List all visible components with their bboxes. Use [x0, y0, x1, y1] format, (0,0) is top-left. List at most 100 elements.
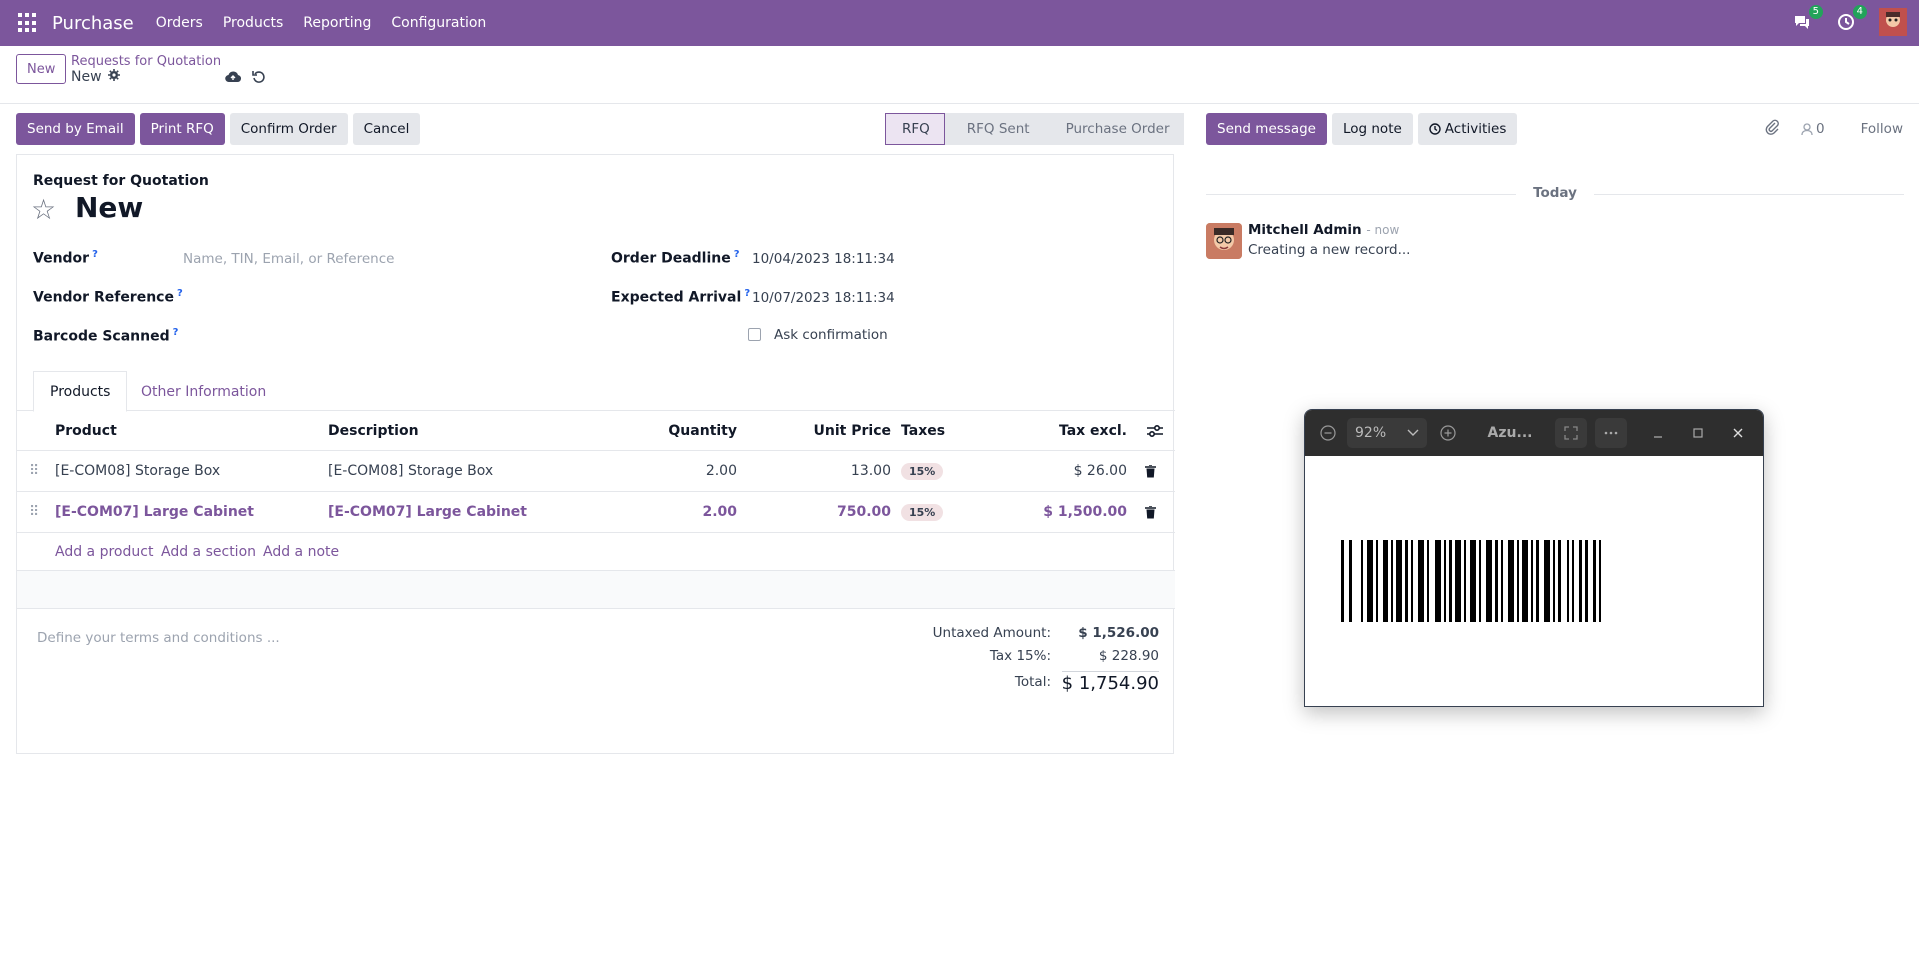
- barcode-scanned-input[interactable]: [183, 327, 563, 347]
- barcode-bar: [1503, 540, 1508, 622]
- table-row[interactable]: ⠿ [E-COM08] Storage Box [E-COM08] Storag…: [17, 451, 1175, 492]
- barcode-bar: [1533, 540, 1536, 622]
- expected-arrival-input[interactable]: 10/07/2023 18:11:34: [752, 290, 895, 306]
- barcode-bar: [1391, 540, 1393, 622]
- row-description[interactable]: [E-COM07] Large Cabinet: [328, 504, 527, 520]
- cancel-button[interactable]: Cancel: [352, 113, 421, 145]
- row-quantity[interactable]: 2.00: [702, 504, 737, 520]
- messaging-icon[interactable]: 5: [1791, 5, 1823, 33]
- col-quantity[interactable]: Quantity: [668, 422, 737, 439]
- app-name[interactable]: Purchase: [52, 12, 134, 34]
- row-taxes[interactable]: 15%: [901, 451, 944, 491]
- barcode-bar: [1555, 540, 1558, 622]
- col-unit-price[interactable]: Unit Price: [813, 422, 891, 439]
- barcode-bar: [1388, 540, 1391, 622]
- drag-handle-icon[interactable]: ⠿: [29, 504, 40, 520]
- minimize-icon[interactable]: [1643, 418, 1673, 448]
- expected-arrival-help-icon[interactable]: ?: [744, 288, 751, 299]
- trash-icon[interactable]: [1145, 492, 1156, 532]
- menu-orders[interactable]: Orders: [155, 15, 203, 31]
- row-product[interactable]: [E-COM08] Storage Box: [55, 463, 221, 479]
- row-description[interactable]: [E-COM08] Storage Box: [328, 463, 494, 479]
- chevron-down-icon: [1407, 425, 1419, 441]
- untaxed-amount-label: Untaxed Amount:: [932, 625, 1051, 641]
- fullscreen-icon[interactable]: [1555, 418, 1587, 448]
- star-icon[interactable]: ☆: [31, 193, 57, 226]
- order-deadline-input[interactable]: 10/04/2023 18:11:34: [752, 251, 895, 267]
- barcode-bar: [1498, 540, 1501, 622]
- gear-icon[interactable]: [107, 69, 120, 85]
- paperclip-icon[interactable]: [1765, 119, 1779, 139]
- send-message-button[interactable]: Send message: [1206, 113, 1327, 145]
- send-by-email-button[interactable]: Send by Email: [16, 113, 135, 145]
- order-deadline-label: Order Deadline?: [611, 249, 740, 267]
- tab-other-information[interactable]: Other Information: [141, 383, 267, 400]
- avatar[interactable]: [1206, 223, 1242, 259]
- optional-columns-icon[interactable]: [1147, 411, 1163, 450]
- add-product-link[interactable]: Add a product: [55, 543, 154, 560]
- cloud-save-icon[interactable]: [225, 70, 242, 88]
- vendor-help-icon[interactable]: ?: [92, 249, 98, 260]
- vendor-reference-input[interactable]: [183, 288, 563, 308]
- discard-undo-icon[interactable]: [252, 70, 266, 88]
- col-tax-excl[interactable]: Tax excl.: [1058, 422, 1127, 439]
- follow-button[interactable]: Follow: [1860, 121, 1903, 137]
- barcode-image: [1341, 540, 1721, 622]
- menu-products[interactable]: Products: [222, 15, 284, 31]
- status-rfq[interactable]: RFQ: [885, 113, 945, 145]
- breadcrumb-rfq-list[interactable]: Requests for Quotation: [71, 54, 222, 69]
- breadcrumb-current-label: New: [71, 69, 102, 85]
- row-quantity[interactable]: 2.00: [705, 463, 737, 479]
- notebook-tabs: Products Other Information: [17, 371, 1175, 412]
- followers-button[interactable]: 0: [1801, 121, 1825, 137]
- user-avatar[interactable]: [1879, 8, 1907, 36]
- status-purchase-order[interactable]: Purchase Order: [1043, 113, 1184, 145]
- barcode-bar: [1517, 540, 1519, 622]
- expected-arrival-label-text: Expected Arrival: [611, 289, 742, 306]
- table-row[interactable]: ⠿ [E-COM07] Large Cabinet [E-COM07] Larg…: [17, 492, 1175, 533]
- order-deadline-help-icon[interactable]: ?: [733, 249, 740, 260]
- row-subtotal: $ 26.00: [1073, 463, 1127, 479]
- ask-confirmation-checkbox[interactable]: [748, 328, 761, 341]
- top-navbar: Purchase Orders Products Reporting Confi…: [0, 0, 1919, 46]
- barcode-bar: [1435, 540, 1441, 622]
- barcode-bar: [1413, 540, 1418, 622]
- trash-icon[interactable]: [1145, 451, 1156, 491]
- zoom-in-icon[interactable]: [1433, 418, 1463, 448]
- message-author-name[interactable]: Mitchell Admin: [1248, 222, 1362, 238]
- tab-products[interactable]: Products: [33, 371, 128, 412]
- barcode-bar: [1567, 540, 1569, 622]
- col-product[interactable]: Product: [55, 422, 117, 439]
- activity-clock-icon[interactable]: 4: [1835, 5, 1867, 33]
- new-record-button[interactable]: New: [16, 54, 67, 84]
- row-taxes[interactable]: 15%: [901, 492, 944, 532]
- print-rfq-button[interactable]: Print RFQ: [139, 113, 225, 145]
- terms-conditions-input[interactable]: Define your terms and conditions ...: [37, 630, 280, 646]
- add-section-link[interactable]: Add a section: [161, 543, 257, 560]
- maximize-icon[interactable]: [1683, 418, 1713, 448]
- confirm-order-button[interactable]: Confirm Order: [229, 113, 348, 145]
- row-unit-price[interactable]: 750.00: [836, 504, 891, 520]
- tax-badge: 15%: [901, 462, 944, 480]
- activities-button[interactable]: Activities: [1417, 113, 1518, 145]
- close-icon[interactable]: [1723, 418, 1753, 448]
- barcode-help-icon[interactable]: ?: [172, 327, 179, 338]
- menu-reporting[interactable]: Reporting: [303, 15, 372, 31]
- row-unit-price[interactable]: 13.00: [850, 463, 891, 479]
- vendor-reference-help-icon[interactable]: ?: [176, 288, 183, 299]
- status-rfq-sent[interactable]: RFQ Sent: [944, 113, 1044, 145]
- zoom-out-icon[interactable]: [1313, 418, 1343, 448]
- barcode-bar: [1466, 540, 1470, 622]
- menu-configuration[interactable]: Configuration: [391, 15, 487, 31]
- drag-handle-icon[interactable]: ⠿: [29, 463, 40, 479]
- row-product[interactable]: [E-COM07] Large Cabinet: [55, 504, 254, 520]
- app-grid-icon[interactable]: [18, 13, 38, 33]
- barcode-bar: [1596, 540, 1599, 622]
- add-note-link[interactable]: Add a note: [263, 543, 340, 560]
- col-taxes[interactable]: Taxes: [901, 422, 946, 439]
- zoom-level-select[interactable]: 92%: [1347, 418, 1427, 448]
- vendor-input[interactable]: Name, TIN, Email, or Reference: [183, 251, 395, 267]
- col-description[interactable]: Description: [328, 422, 419, 439]
- more-options-icon[interactable]: [1595, 418, 1627, 448]
- log-note-button[interactable]: Log note: [1331, 113, 1413, 145]
